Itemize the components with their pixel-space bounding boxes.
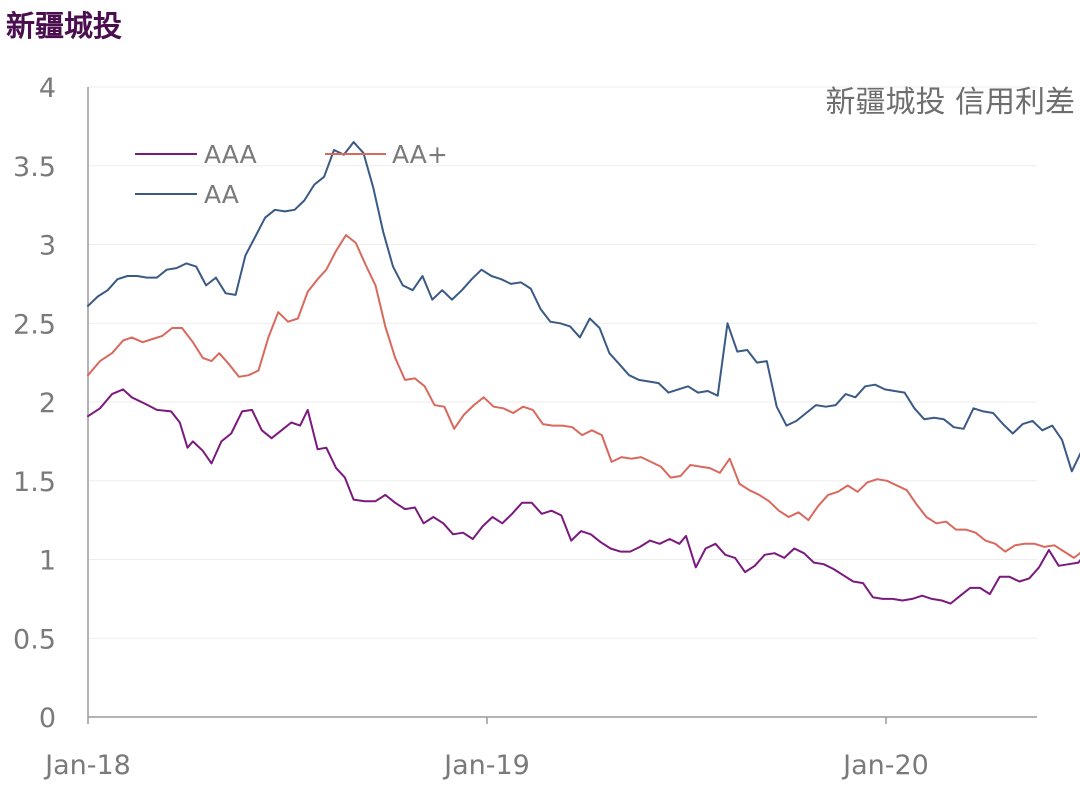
gridlines xyxy=(88,86,1037,639)
chart-title: 新疆城投 信用利差 xyxy=(825,85,1075,120)
y-tick-label: 2 xyxy=(39,388,56,419)
legend-label-aa: AA xyxy=(204,180,239,209)
legend-label-aa-plus: AA+ xyxy=(392,140,448,169)
x-tick-label: Jan-19 xyxy=(442,750,530,781)
y-tick-label: 4 xyxy=(39,73,56,104)
series-line-aaa xyxy=(87,388,1080,605)
y-tick-label: 3 xyxy=(39,231,56,262)
axes: 0 0.5 1 1.5 2 2.5 3 3.5 4 Jan-18 Jan-19 Jan-20 xyxy=(13,73,1037,781)
x-tick-label: Jan-20 xyxy=(841,750,929,781)
legend: AAA AA+ AA xyxy=(135,140,448,209)
legend-label-aaa: AAA xyxy=(204,140,257,169)
series-line-aa-plus xyxy=(87,234,1080,559)
series-line-aa xyxy=(87,141,1080,473)
y-tick-label: 0 xyxy=(39,703,56,734)
y-tick-label: 0.5 xyxy=(13,624,56,655)
y-tick-label: 3.5 xyxy=(13,152,56,183)
page-heading: 新疆城投 xyxy=(6,9,123,43)
y-tick-label: 2.5 xyxy=(13,309,56,340)
y-tick-label: 1.5 xyxy=(13,467,56,498)
y-tick-label: 1 xyxy=(39,546,56,577)
series-lines xyxy=(87,141,1080,605)
x-tick-label: Jan-18 xyxy=(43,750,131,781)
